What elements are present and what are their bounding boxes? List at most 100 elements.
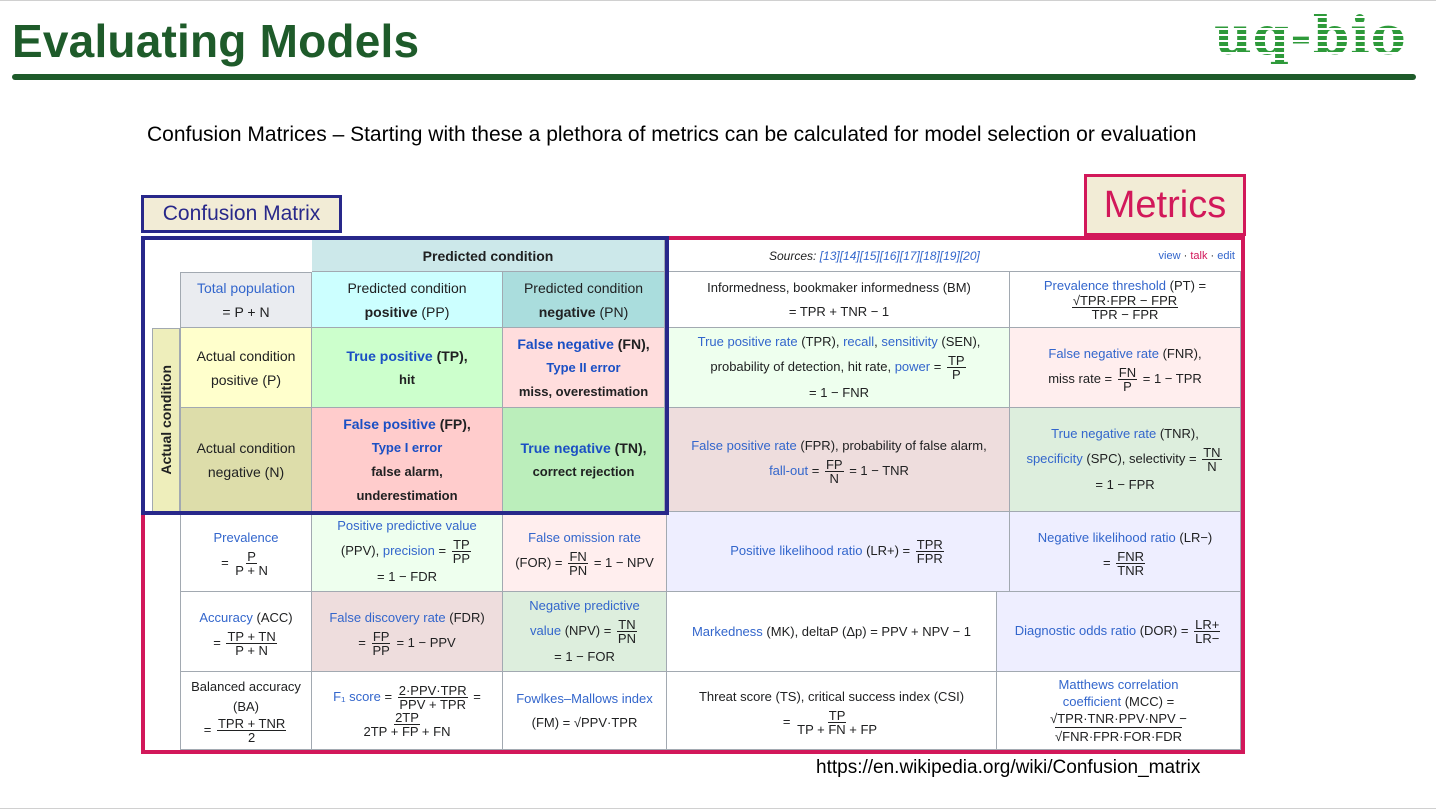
- ba-num: TPR + TNR: [216, 716, 287, 731]
- for-den: PN: [569, 563, 588, 578]
- predicted-condition-header: Predicted condition: [312, 240, 665, 272]
- fpr-cell: False positive rate (FPR), probability o…: [669, 408, 1010, 512]
- for-abbr: (FOR) =: [515, 554, 563, 570]
- fdr-link[interactable]: False discovery rate: [329, 610, 446, 625]
- true-positive-cell: True positive (TP), hit: [312, 328, 503, 408]
- fpr-tail: = 1 − TNR: [849, 462, 909, 478]
- tnr-line3: = 1 − FPR: [1095, 477, 1155, 492]
- fm-link[interactable]: Fowlkes–Mallows index: [516, 690, 653, 706]
- dor-link[interactable]: Diagnostic odds ratio: [1014, 622, 1137, 638]
- lrp-den: FPR: [916, 551, 943, 566]
- view-link[interactable]: view: [1158, 249, 1181, 262]
- title-rule: [12, 74, 1416, 80]
- lrn-abbr: (LR−): [1179, 530, 1213, 545]
- total-population-link[interactable]: Total population: [196, 280, 296, 296]
- for-link[interactable]: False omission rate: [528, 530, 641, 545]
- pp-bold: positive: [364, 303, 418, 320]
- acc-eq: =: [213, 634, 221, 650]
- accuracy-link[interactable]: Accuracy: [199, 610, 253, 625]
- ba-den: 2: [247, 730, 256, 745]
- mcc-link2[interactable]: coefficient: [1062, 694, 1122, 709]
- ba-eq: =: [203, 721, 212, 737]
- sensitivity-link[interactable]: sensitivity: [881, 334, 938, 349]
- lrp-link[interactable]: Positive likelihood ratio: [730, 542, 863, 558]
- npv-link2[interactable]: value: [530, 622, 562, 638]
- fn-abbr: (FN),: [617, 335, 650, 352]
- lrn-link[interactable]: Negative likelihood ratio: [1037, 530, 1176, 545]
- vte-links: view · talk · edit: [1158, 249, 1235, 262]
- tnr-link[interactable]: True negative rate: [1051, 426, 1157, 441]
- pn-abbr: (PN): [599, 303, 629, 320]
- npv-link[interactable]: Negative predictive: [529, 598, 640, 613]
- acc-abbr: (ACC): [256, 610, 293, 625]
- talk-link[interactable]: talk: [1190, 249, 1208, 262]
- fnr-num: FN: [1117, 365, 1138, 380]
- fp-link[interactable]: False positive: [343, 415, 436, 432]
- for-num: FN: [568, 549, 588, 564]
- prev-num: P: [246, 549, 257, 564]
- fp-line3: false alarm,: [371, 463, 443, 479]
- prevalence-threshold-cell: Prevalence threshold (PT) = √TPR·FPR − F…: [1010, 272, 1241, 328]
- tn-link[interactable]: True negative: [520, 439, 611, 456]
- fn-link[interactable]: False negative: [517, 335, 614, 352]
- ap-line2: positive (P): [210, 371, 282, 388]
- prev-eq: =: [221, 554, 229, 570]
- prev-den: P + N: [235, 563, 268, 578]
- lrn-den: TNR: [1117, 563, 1144, 578]
- fnr-abbr: (FNR),: [1162, 346, 1202, 361]
- f1-eq: =: [384, 688, 393, 704]
- ts-num: TP: [827, 708, 847, 723]
- tpr-den: P: [951, 367, 961, 382]
- intro-text: Confusion Matrices – Starting with these…: [147, 123, 1197, 146]
- sources: Sources: [13][14][15][16][17][18][19][20…: [769, 244, 980, 268]
- f1-eq2: =: [473, 688, 481, 704]
- ba-line2: (BA): [233, 699, 259, 714]
- type-ii-error-link[interactable]: Type II error: [546, 359, 621, 375]
- tpr-line3: = 1 − FNR: [809, 385, 869, 400]
- edit-link[interactable]: edit: [1217, 249, 1235, 262]
- actual-positive-cell: Actual condition positive (P): [180, 328, 312, 408]
- npv-cell: Negative predictive value (NPV) = TN PN =…: [503, 592, 667, 672]
- ppv-eq: =: [438, 542, 447, 558]
- f1-link[interactable]: F₁ score: [333, 688, 381, 704]
- tp-link[interactable]: True positive: [346, 347, 433, 364]
- power-link[interactable]: power: [894, 358, 931, 374]
- fpr-link[interactable]: False positive rate: [691, 438, 797, 453]
- specificity-link[interactable]: specificity: [1026, 450, 1083, 466]
- mk-abbr: (MK), deltaP (Δp) = PPV + NPV − 1: [766, 623, 972, 639]
- recall-link[interactable]: recall: [843, 334, 875, 349]
- for-cell: False omission rate (FOR) = FN PN = 1 − N…: [503, 512, 667, 592]
- f1-den: PPV + TPR: [399, 696, 466, 712]
- markedness-link[interactable]: Markedness: [691, 623, 763, 639]
- pt-link[interactable]: Prevalence threshold: [1043, 278, 1167, 293]
- fall-out-link[interactable]: fall-out: [769, 462, 809, 478]
- pn-line1: Predicted condition: [523, 279, 644, 296]
- dor-den: LR−: [1195, 631, 1220, 646]
- ppv-link[interactable]: Positive predictive value: [337, 518, 477, 533]
- tp-abbr: (TP),: [436, 347, 468, 364]
- f1-num2: 2TP: [394, 709, 420, 725]
- fnr-link[interactable]: False negative rate: [1048, 346, 1159, 361]
- fnr-cell: False negative rate (FNR), miss rate = F…: [1010, 328, 1241, 408]
- tn-abbr: (TN),: [614, 439, 647, 456]
- fnr-den: P: [1123, 379, 1132, 394]
- actual-condition-header: Actual condition: [152, 328, 180, 512]
- false-negative-cell: False negative (FN), Type II error miss,…: [503, 328, 665, 408]
- tpr-link[interactable]: True positive rate: [697, 334, 798, 349]
- f1-den2: 2TP + FP + FN: [363, 723, 451, 739]
- an-line2: negative (N): [207, 463, 285, 480]
- fpr-eq: =: [811, 462, 820, 478]
- true-negative-cell: True negative (TN), correct rejection: [503, 408, 665, 512]
- sources-refs-link[interactable]: [13][14][15][16][17][18][19][20]: [819, 248, 980, 263]
- prevalence-link[interactable]: Prevalence: [213, 530, 279, 545]
- markedness-cell: Markedness (MK), deltaP (Δp) = PPV + NPV…: [667, 592, 997, 672]
- fdr-den: PP: [372, 643, 390, 658]
- mcc-link[interactable]: Matthews correlation: [1058, 677, 1179, 692]
- precision-link[interactable]: precision: [382, 542, 435, 558]
- type-i-error-link[interactable]: Type I error: [371, 439, 443, 455]
- confusion-matrix-label: Confusion Matrix: [141, 195, 342, 233]
- ts-eq: =: [782, 713, 791, 729]
- pt-numerator: √TPR·FPR − FPR: [1071, 293, 1179, 308]
- actual-condition-text: Actual condition: [158, 365, 174, 475]
